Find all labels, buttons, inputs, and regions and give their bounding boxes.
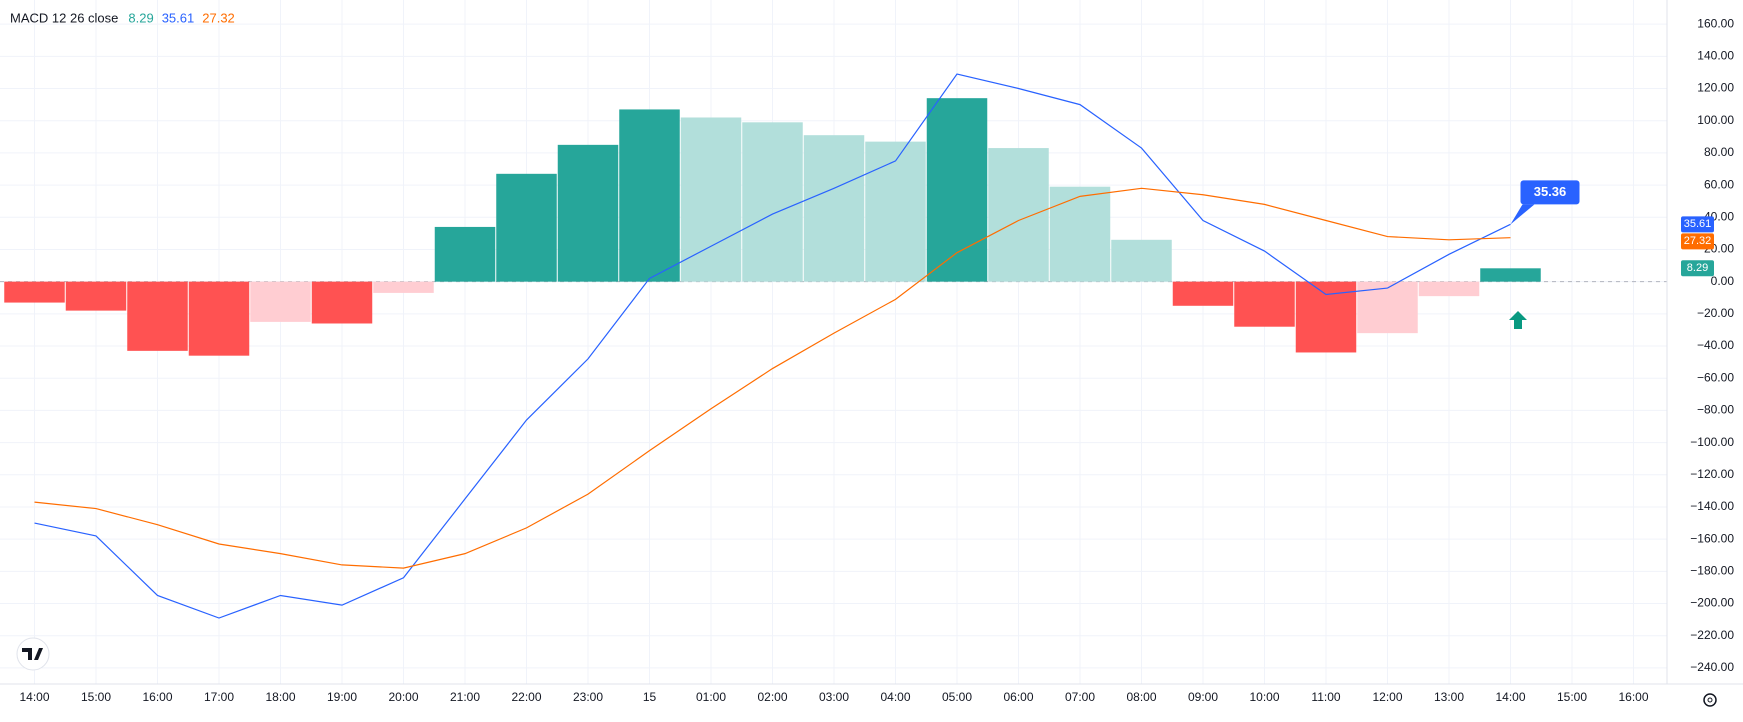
- histogram-bar: [250, 281, 311, 322]
- histogram-value: 8.29: [128, 10, 153, 25]
- y-tick-label: −200.00: [1690, 596, 1734, 610]
- x-tick-label: 15:00: [1557, 690, 1587, 704]
- x-tick-label: 20:00: [388, 690, 418, 704]
- value-badge: [1681, 216, 1714, 233]
- x-tick-label: 23:00: [573, 690, 603, 704]
- plot: [0, 73, 1667, 619]
- x-tick-label: 03:00: [819, 690, 849, 704]
- x-tick-label: 18:00: [265, 690, 295, 704]
- x-tick-label: 04:00: [880, 690, 910, 704]
- y-tick-label: −220.00: [1690, 628, 1734, 642]
- y-tick-label: 140.00: [1697, 49, 1734, 63]
- x-tick-label: 19:00: [327, 690, 357, 704]
- histogram-bar: [742, 122, 803, 282]
- value-badge: [1681, 233, 1714, 250]
- value-badge-label: 8.29: [1687, 262, 1708, 274]
- histogram-bar: [803, 135, 865, 282]
- y-tick-label: −180.00: [1690, 564, 1734, 578]
- line-signal: [34, 187, 1511, 569]
- callout-pointer: [1510, 204, 1535, 225]
- y-tick-label: −20.00: [1697, 306, 1734, 320]
- histogram-bar: [496, 173, 557, 282]
- histogram-bar: [1049, 186, 1111, 282]
- histogram-bar: [1234, 281, 1295, 327]
- settings-icon[interactable]: [1703, 693, 1717, 707]
- y-tick-label: 120.00: [1697, 81, 1734, 95]
- x-tick-label: 09:00: [1188, 690, 1218, 704]
- y-tick-label: 80.00: [1704, 145, 1734, 159]
- y-tick-label: −140.00: [1690, 499, 1734, 513]
- histogram-bar: [1418, 281, 1480, 297]
- callout: [1520, 180, 1580, 205]
- x-tick-label: 14:00: [1495, 690, 1525, 704]
- x-tick-label: 16:00: [142, 690, 172, 704]
- y-tick-label: −60.00: [1697, 370, 1734, 384]
- x-tick-label: 06:00: [1003, 690, 1033, 704]
- x-tick-label: 15:00: [81, 690, 111, 704]
- logo: [16, 637, 50, 671]
- value-badge-label: 35.61: [1684, 218, 1712, 230]
- y-tick-label: −240.00: [1690, 660, 1734, 674]
- y-tick-label: −120.00: [1690, 467, 1734, 481]
- y-tick-label: −40.00: [1697, 338, 1734, 352]
- y-tick-label: 160.00: [1697, 16, 1734, 30]
- value-badge: [1681, 260, 1714, 277]
- y-tick-label: −160.00: [1690, 531, 1734, 545]
- y-tick-label: 60.00: [1704, 177, 1734, 191]
- histogram-bar: [65, 281, 127, 311]
- histogram-bar: [4, 281, 65, 303]
- x-tick-label: 21:00: [450, 690, 480, 704]
- histogram-bar: [1295, 281, 1357, 353]
- x-tick-label: 02:00: [757, 690, 787, 704]
- histogram-bar: [988, 148, 1049, 282]
- x-tick-label: 17:00: [204, 690, 234, 704]
- histogram-bar: [557, 144, 619, 282]
- x-tick-label: 01:00: [696, 690, 726, 704]
- histogram-bar: [680, 117, 742, 282]
- x-tick-label: 10:00: [1249, 690, 1279, 704]
- x-tick-label: 22:00: [511, 690, 541, 704]
- histogram-bar: [1172, 281, 1234, 306]
- value-badge-label: 27.32: [1684, 235, 1712, 247]
- x-tick-label: 11:00: [1311, 690, 1340, 704]
- x-tick-label: 08:00: [1126, 690, 1156, 704]
- indicator-title: MACD 12 26 close: [10, 10, 118, 25]
- x-tick-label: 14:00: [19, 690, 49, 704]
- x-tick-label: 05:00: [942, 690, 972, 704]
- histogram-bar: [1357, 281, 1418, 334]
- x-tick-label: 12:00: [1372, 690, 1402, 704]
- x-tick-label: 15: [643, 690, 657, 704]
- histogram-bar: [127, 281, 188, 351]
- macd-value: 35.61: [162, 10, 195, 25]
- histogram-bar: [373, 281, 434, 293]
- y-tick-label: −100.00: [1690, 435, 1734, 449]
- histogram-bar: [926, 98, 988, 282]
- histogram-bar: [1480, 268, 1541, 282]
- histogram-bar: [434, 226, 496, 282]
- histogram-bar: [865, 141, 926, 282]
- signal-arrow: [1509, 311, 1527, 329]
- axes: 160.00140.00120.00100.0080.0060.0040.002…: [19, 16, 1734, 704]
- y-tick-label: 100.00: [1697, 113, 1734, 127]
- signal-value: 27.32: [202, 10, 235, 25]
- x-tick-label: 07:00: [1065, 690, 1095, 704]
- histogram-bar: [188, 281, 250, 356]
- histogram-bar: [311, 281, 373, 324]
- line-macd: [34, 73, 1511, 619]
- y-tick-label: −80.00: [1697, 403, 1734, 417]
- grid: [0, 0, 1667, 684]
- x-tick-label: 13:00: [1434, 690, 1464, 704]
- y-tick-label: 0.00: [1711, 274, 1735, 288]
- histogram-bar: [619, 109, 680, 282]
- x-tick-label: 16:00: [1618, 690, 1648, 704]
- callout-label: 35.36: [1534, 184, 1567, 199]
- histogram-bar: [1111, 239, 1172, 282]
